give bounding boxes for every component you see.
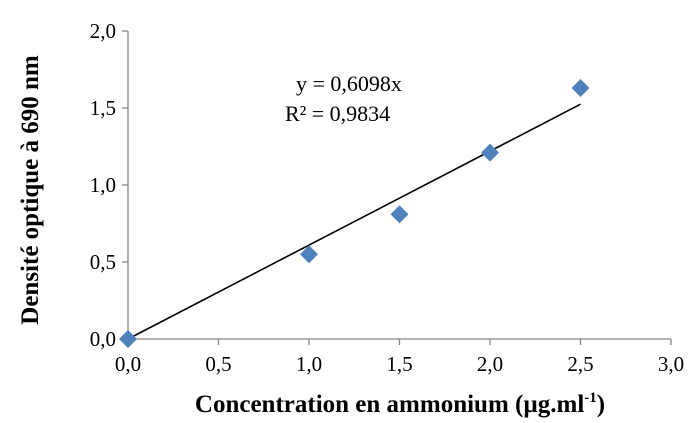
x-tick-label: 2,0 bbox=[477, 352, 503, 376]
x-axis-label-superscript: -1 bbox=[584, 390, 597, 406]
x-axis-label-main: Concentration en ammonium (µg.ml bbox=[195, 391, 584, 418]
y-tick-label: 0,0 bbox=[90, 327, 116, 351]
x-axis-label: Concentration en ammonium (µg.ml-1) bbox=[195, 390, 605, 418]
x-tick-label: 2,5 bbox=[567, 352, 593, 376]
x-tick-label: 0,0 bbox=[115, 352, 141, 376]
data-point bbox=[390, 205, 409, 224]
y-axis-label: Densité optique à 690 nm bbox=[17, 55, 44, 325]
y-tick-label: 2,0 bbox=[90, 19, 116, 43]
trendline-equation: y = 0,6098x bbox=[296, 71, 402, 96]
data-points bbox=[119, 78, 590, 348]
data-point bbox=[571, 78, 590, 97]
trendline-group bbox=[127, 103, 581, 340]
y-tick-label: 1,0 bbox=[90, 173, 116, 197]
y-ticks: 0,0 0,5 1,0 1,5 2,0 bbox=[90, 19, 128, 351]
y-tick-label: 1,5 bbox=[90, 96, 116, 120]
trendline bbox=[127, 103, 581, 340]
r-squared-label: R² = 0,9834 bbox=[285, 101, 390, 126]
data-point bbox=[481, 143, 499, 162]
x-ticks: 0,0 0,5 1,0 1,5 2,0 2,5 3,0 bbox=[115, 339, 684, 376]
data-point bbox=[119, 330, 137, 348]
x-tick-label: 1,0 bbox=[296, 352, 322, 376]
x-tick-label: 0,5 bbox=[205, 352, 231, 376]
x-axis-label-close: ) bbox=[597, 391, 605, 418]
x-tick-label: 1,5 bbox=[386, 352, 412, 376]
y-tick-label: 0,5 bbox=[90, 250, 116, 274]
data-point bbox=[300, 245, 318, 264]
x-tick-label: 3,0 bbox=[658, 352, 684, 376]
